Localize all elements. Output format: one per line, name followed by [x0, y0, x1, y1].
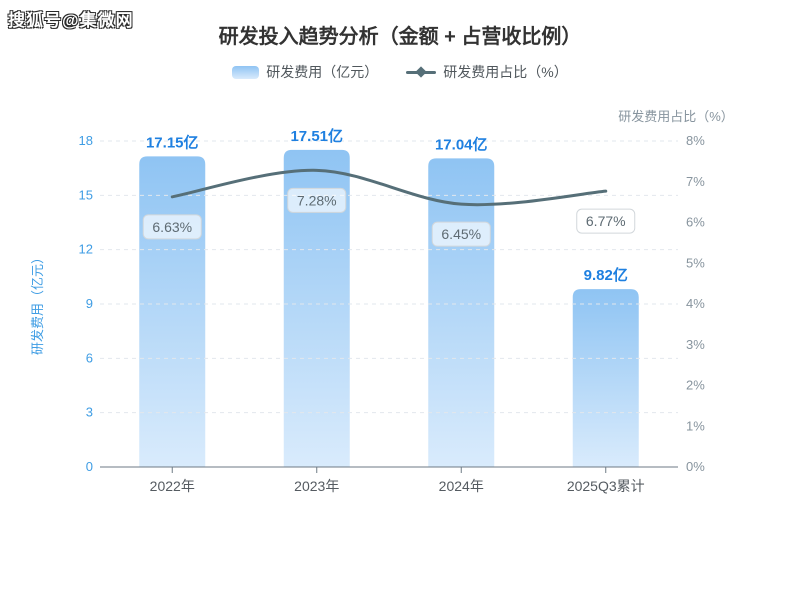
legend-label: 研发费用占比（%） — [443, 64, 568, 80]
y-left-tick-label: 18 — [79, 133, 93, 148]
x-axis-label: 2024年 — [439, 478, 484, 494]
pct-badge — [431, 221, 491, 247]
y-right-tick-label: 2% — [686, 378, 705, 393]
y-left-tick-label: 6 — [86, 350, 93, 365]
bar-2025Q3累计[interactable] — [572, 289, 639, 467]
legend-item-bar-series[interactable]: 研发费用（亿元） — [232, 62, 378, 82]
pct-badge-label: 7.28% — [297, 192, 337, 208]
y-right-tick-label: 6% — [686, 215, 705, 230]
x-axis-label: 2022年 — [150, 478, 195, 494]
y-right-tick-label: 4% — [686, 296, 705, 311]
pct-badge-label: 6.77% — [586, 213, 626, 229]
bar-2022年[interactable] — [139, 156, 206, 467]
bar-value-label: 9.82亿 — [584, 266, 628, 284]
legend: 研发费用（亿元） 研发费用占比（%） — [0, 63, 800, 81]
bar-value-label: 17.51亿 — [290, 127, 343, 145]
y-left-tick-label: 3 — [86, 405, 93, 420]
x-axis-label: 2023年 — [294, 478, 339, 494]
bar-value-label: 17.15亿 — [146, 133, 199, 151]
trend-line[interactable] — [170, 168, 608, 207]
watermark: 搜狐号@集微网 — [8, 11, 134, 30]
pct-badge — [576, 208, 636, 234]
y-right-tick-label: 3% — [686, 337, 705, 352]
pct-badge-label: 6.45% — [441, 226, 481, 242]
y-left-tick-label: 15 — [79, 187, 93, 202]
y-right-axis-name: 研发费用占比（%） — [618, 109, 734, 124]
legend-item-line-series[interactable]: 研发费用占比（%） — [406, 62, 568, 82]
bar-series-swatch-icon — [232, 65, 260, 79]
y-right-tick-label: 5% — [686, 255, 705, 270]
pct-badge-label: 6.63% — [152, 219, 192, 235]
x-axis-label: 2025Q3累计 — [567, 478, 645, 494]
y-left-tick-label: 0 — [86, 459, 93, 474]
y-right-tick-label: 0% — [686, 459, 705, 474]
y-right-tick-label: 7% — [686, 174, 705, 189]
legend-label: 研发费用（亿元） — [266, 64, 379, 80]
y-right-tick-label: 8% — [686, 133, 705, 148]
y-left-axis-name: 研发费用（亿元） — [30, 251, 45, 355]
line-series-swatch-icon — [406, 65, 437, 79]
y-left-tick-label: 9 — [86, 296, 93, 311]
pct-badge — [287, 187, 347, 213]
y-left-tick-label: 12 — [79, 242, 93, 257]
chart-title: 研发投入趋势分析（金额 + 占营收比例） — [218, 26, 582, 48]
bar-2023年[interactable] — [283, 149, 350, 467]
bar-value-label: 17.04亿 — [435, 135, 488, 153]
pct-badge — [142, 214, 202, 240]
y-right-tick-label: 1% — [686, 418, 705, 433]
